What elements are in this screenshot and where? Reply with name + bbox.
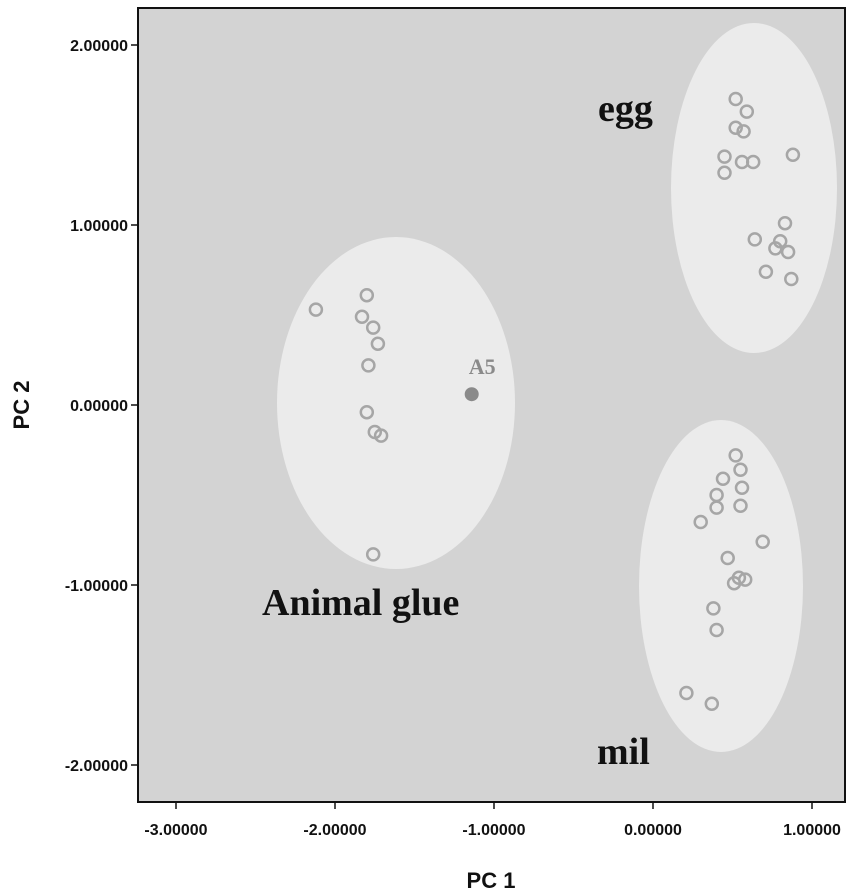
data-point-animal-glue <box>365 547 381 562</box>
x-tick-label: 0.00000 <box>624 822 682 839</box>
data-point-mil <box>755 534 770 550</box>
data-point-mil <box>706 601 721 616</box>
data-point-mil <box>693 514 708 530</box>
data-point-egg <box>739 104 755 119</box>
data-point-mil <box>733 462 748 478</box>
cluster-ellipses <box>277 23 837 752</box>
data-point-animal-glue <box>370 336 386 352</box>
data-point-animal-glue <box>354 309 370 325</box>
data-point-mil <box>720 550 735 566</box>
data-point-mil <box>728 448 743 463</box>
data-point-animal-glue <box>359 287 375 303</box>
data-point-egg <box>728 120 743 136</box>
data-point-egg <box>784 271 799 287</box>
group-label-egg: egg <box>598 88 653 130</box>
y-tick-label: -1.00000 <box>65 578 128 595</box>
data-points <box>308 91 801 712</box>
data-point-egg <box>745 154 761 170</box>
highlight-point-label: A5 <box>469 354 496 379</box>
x-tick-label: -2.00000 <box>303 822 366 839</box>
y-tick-label: 1.00000 <box>70 218 128 235</box>
data-point-mil <box>704 696 720 712</box>
data-point-egg <box>717 165 732 181</box>
data-point-mil <box>715 471 731 487</box>
cluster-ellipse-mil <box>639 420 803 752</box>
data-point-animal-glue <box>359 404 375 420</box>
data-point-mil <box>709 500 724 515</box>
x-tick-label: -1.00000 <box>462 822 525 839</box>
data-point-mil <box>709 622 724 638</box>
data-point-animal-glue <box>365 320 381 335</box>
x-axis-title: PC 1 <box>467 868 516 891</box>
data-point-animal-glue <box>308 302 324 317</box>
x-axis: -3.00000 -2.00000 -1.00000 0.00000 1.00000 <box>144 802 841 839</box>
y-tick-label: -2.00000 <box>65 758 128 775</box>
data-point-egg <box>717 149 732 164</box>
data-point-egg <box>780 244 796 260</box>
group-label-mil: mil <box>597 731 650 773</box>
y-axis: 2.00000 1.00000 0.00000 -1.00000 -2.00000 <box>65 38 138 775</box>
data-point-egg <box>777 215 793 231</box>
data-point-egg <box>736 124 751 139</box>
data-point-mil <box>733 498 748 514</box>
data-point-mil <box>726 575 742 591</box>
data-point-egg <box>728 91 743 107</box>
data-point-egg <box>758 264 774 280</box>
y-tick-label: 2.00000 <box>70 38 128 55</box>
group-label-animal-glue: Animal glue <box>262 582 459 624</box>
y-axis-title: PC 2 <box>9 381 34 430</box>
data-point-animal-glue <box>361 358 376 373</box>
data-point-animal-glue <box>373 428 389 443</box>
cluster-ellipse-egg <box>671 23 837 353</box>
data-point-mil <box>679 685 694 701</box>
cluster-ellipse-animal-glue <box>277 237 515 569</box>
x-tick-label: -3.00000 <box>144 822 207 839</box>
data-point-egg <box>785 147 801 163</box>
data-point-egg <box>768 241 783 256</box>
y-tick-label: 0.00000 <box>70 398 128 415</box>
data-point-egg <box>747 232 763 247</box>
highlight-point-a5 <box>464 387 479 402</box>
x-tick-label: 1.00000 <box>783 822 841 839</box>
data-point-mil <box>734 480 750 496</box>
